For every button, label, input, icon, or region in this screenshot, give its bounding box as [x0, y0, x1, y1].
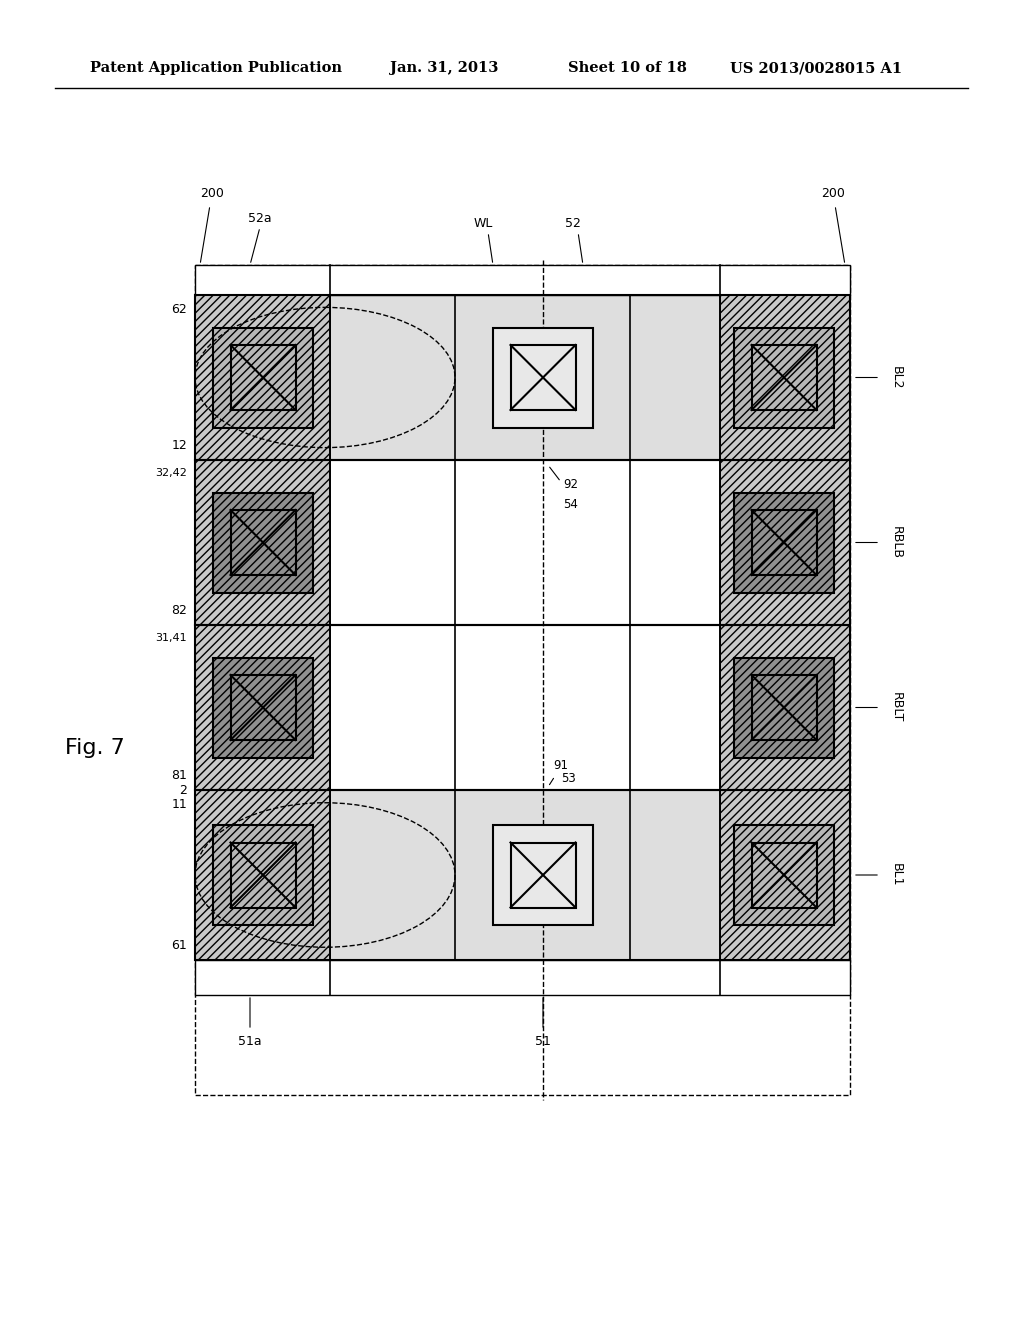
Bar [195, 265, 850, 1096]
Bar [213, 825, 313, 925]
Bar [195, 960, 850, 995]
Text: 51: 51 [536, 1035, 551, 1048]
Bar [195, 624, 850, 789]
Bar [230, 842, 296, 908]
Text: 11: 11 [171, 799, 187, 810]
Bar [734, 327, 834, 428]
Bar [230, 345, 296, 411]
Text: 82: 82 [171, 605, 187, 616]
Text: Sheet 10 of 18: Sheet 10 of 18 [568, 61, 687, 75]
Text: 200: 200 [821, 187, 845, 201]
Bar [213, 657, 313, 758]
Text: 2: 2 [179, 784, 187, 796]
Bar [752, 842, 816, 908]
Text: Patent Application Publication: Patent Application Publication [90, 61, 342, 75]
Text: Fig. 7: Fig. 7 [66, 738, 125, 758]
Text: BL2: BL2 [890, 366, 903, 389]
Text: US 2013/0028015 A1: US 2013/0028015 A1 [730, 61, 902, 75]
Bar [734, 825, 834, 925]
Text: 200: 200 [200, 187, 224, 201]
Bar [230, 675, 296, 741]
Bar [195, 265, 850, 294]
Bar [195, 624, 850, 789]
Text: 51a: 51a [239, 1035, 262, 1048]
Bar [195, 294, 330, 960]
Bar [493, 825, 593, 925]
Bar [195, 789, 850, 960]
Bar [195, 789, 850, 960]
Text: 53: 53 [561, 772, 575, 785]
Text: 91: 91 [553, 759, 568, 772]
Text: 52a: 52a [248, 213, 271, 224]
Bar [734, 657, 834, 758]
Text: 61: 61 [171, 939, 187, 952]
Bar [213, 327, 313, 428]
Text: 62: 62 [171, 304, 187, 315]
Bar [195, 294, 850, 459]
Bar [195, 459, 850, 624]
Text: BL1: BL1 [890, 863, 903, 887]
Bar [752, 345, 816, 411]
Text: RBLT: RBLT [890, 692, 903, 722]
Text: 52: 52 [565, 216, 581, 230]
Bar [720, 294, 850, 960]
Text: 32,42: 32,42 [155, 469, 187, 478]
Bar [511, 842, 575, 908]
Bar [493, 327, 593, 428]
Bar [752, 675, 816, 741]
Bar [752, 510, 816, 576]
Text: Jan. 31, 2013: Jan. 31, 2013 [390, 61, 499, 75]
Bar [734, 492, 834, 593]
Text: 31,41: 31,41 [156, 634, 187, 643]
Bar [213, 492, 313, 593]
Bar [230, 510, 296, 576]
Text: 92: 92 [563, 478, 578, 491]
Bar [195, 459, 850, 624]
Text: WL: WL [473, 216, 493, 230]
Text: 12: 12 [171, 440, 187, 451]
Text: RBLB: RBLB [890, 525, 903, 558]
Text: 54: 54 [563, 498, 578, 511]
Bar [195, 294, 850, 459]
Bar [511, 345, 575, 411]
Text: 81: 81 [171, 770, 187, 781]
